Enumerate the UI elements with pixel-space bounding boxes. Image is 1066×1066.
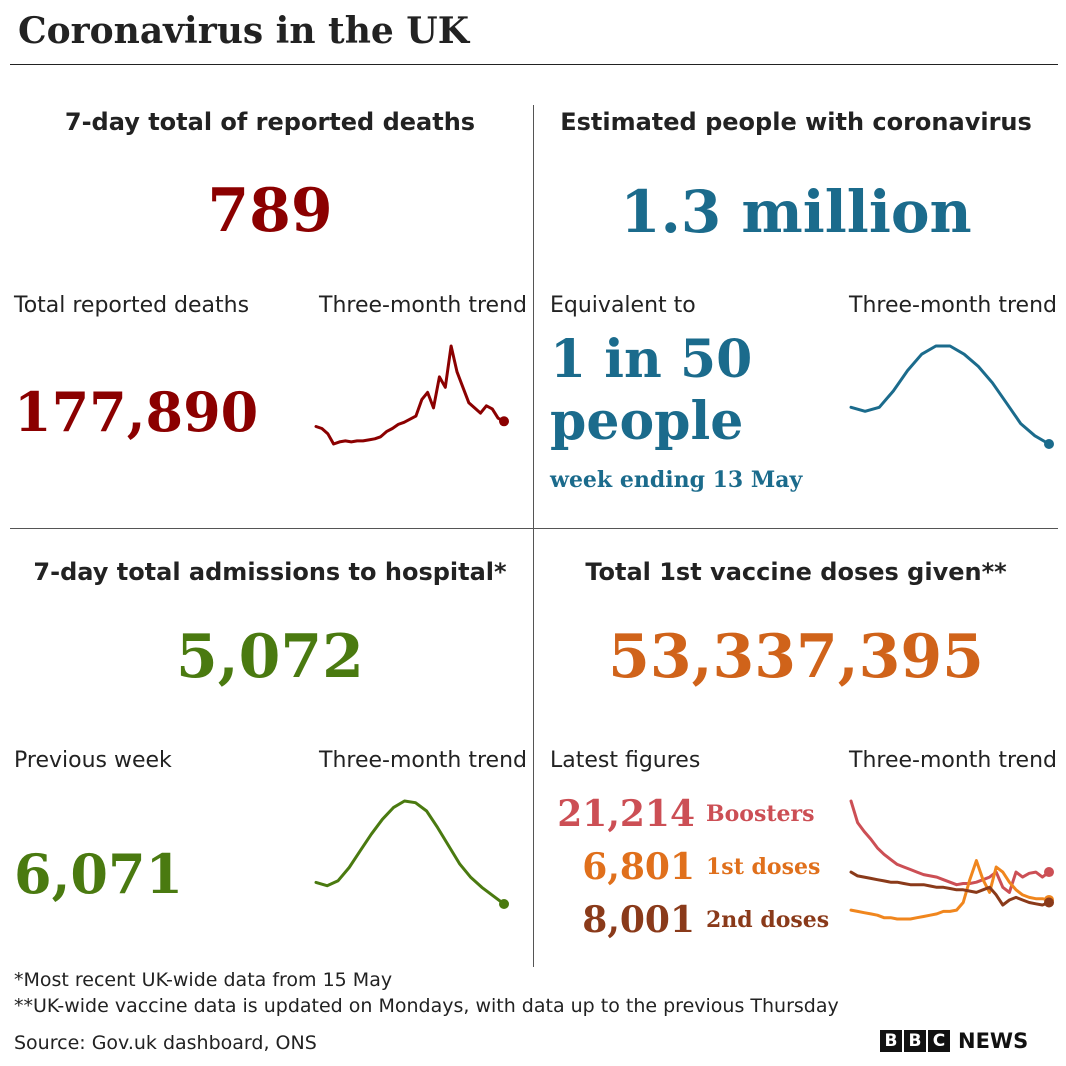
hospital-trend-chart [314,799,509,909]
news-wordmark: NEWS [958,1029,1029,1053]
deaths-trend-line [314,344,506,446]
infections-trend-chart [849,344,1054,449]
footnote-1: *Most recent UK-wide data from 15 May [14,969,393,991]
bbc-news-logo: B B C NEWS [880,1030,1028,1052]
deaths-total-value: 177,890 [14,380,259,444]
infections-title: Estimated people with coronavirus [560,108,1032,136]
bbc-letter: B [880,1030,902,1052]
page-title: Coronavirus in the UK [18,10,469,52]
deaths-total-label: Total reported deaths [14,293,250,318]
hospital-trend-end-point [499,899,509,909]
deaths-title: 7-day total of reported deaths [64,108,476,136]
vaccine-value: 53,337,395 [608,622,984,692]
hospital-title: 7-day total admissions to hospital* [33,558,507,586]
vaccine-title: Total 1st vaccine doses given** [585,558,1007,586]
week-note: week ending 13 May [550,467,803,493]
second-doses-trend-line [849,870,1051,907]
vaccine-trend-chart [849,799,1054,921]
bbc-letter: B [904,1030,926,1052]
bbc-letter: C [928,1030,950,1052]
boosters-trend-end-point [1044,867,1054,878]
previous-week-value: 6,071 [14,842,184,906]
vaccine-trend-label: Three-month trend [849,748,1057,773]
equivalent-line-2: people [550,391,744,452]
infections-trend-line [849,344,1051,446]
boosters-label: Boosters [706,801,815,827]
horizontal-divider [10,528,1058,529]
boosters-value: 21,214 [557,793,695,835]
deaths-trend-chart [314,344,509,446]
infections-value: 1.3 million [620,178,972,246]
hospital-value: 5,072 [176,622,364,692]
infections-trend-label: Three-month trend [849,293,1057,318]
hospital-trend-line [314,799,506,906]
boosters-trend-line [849,799,1051,894]
hospital-trend-label: Three-month trend [319,748,527,773]
vertical-divider [533,105,534,967]
source-note: Source: Gov.uk dashboard, ONS [14,1032,317,1054]
deaths-trend-end-point [499,416,509,427]
header-divider [10,64,1058,65]
deaths-trend-label: Three-month trend [319,293,527,318]
latest-figures-label: Latest figures [550,748,701,773]
first-doses-trend-line [849,859,1051,921]
second-doses-value: 8,001 [582,899,695,941]
previous-week-label: Previous week [14,748,172,773]
equivalent-label: Equivalent to [550,293,696,318]
deaths-value: 789 [207,176,333,246]
infections-trend-end-point [1044,439,1054,449]
first-doses-label: 1st doses [706,854,821,880]
second-doses-label: 2nd doses [706,907,830,933]
first-doses-value: 6,801 [582,846,695,888]
footnote-2: **UK-wide vaccine data is updated on Mon… [14,995,839,1017]
equivalent-line-1: 1 in 50 [550,329,753,390]
second-doses-trend-end-point [1044,897,1054,908]
